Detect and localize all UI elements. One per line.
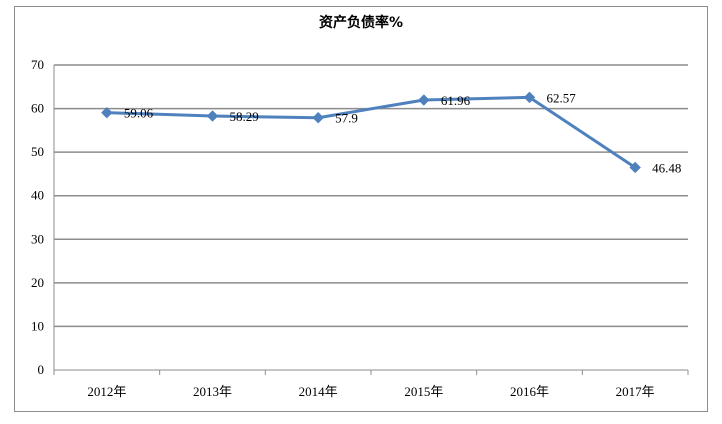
x-tick-label: 2012年 [87,384,126,399]
data-label: 46.48 [652,160,681,175]
data-label: 57.9 [335,111,358,126]
data-point [312,112,324,124]
data-label: 58.29 [230,109,259,124]
data-point [206,110,219,122]
y-tick-label: 10 [31,318,44,333]
data-point [523,91,536,104]
x-tick-label: 2013年 [193,384,232,399]
x-tick-label: 2017年 [616,384,655,399]
chart-title: 资产负债率% [318,15,404,31]
series-line [106,95,636,169]
y-tick-label: 20 [31,275,44,290]
data-point [629,161,641,174]
y-tick-label: 50 [31,144,44,159]
y-tick-label: 40 [31,188,44,203]
data-label: 59.06 [124,106,154,121]
x-tick-label: 2015年 [404,384,443,399]
data-point [418,94,430,106]
x-tick-label: 2014年 [299,384,338,399]
data-label: 61.96 [441,93,471,108]
y-tick-label: 30 [31,231,44,246]
data-point [101,106,113,119]
data-label: 62.57 [547,90,577,105]
x-tick-label: 2016年 [510,384,549,399]
y-tick-label: 70 [31,57,44,72]
chart-frame [14,6,708,412]
y-tick-label: 60 [31,101,44,116]
y-tick-label: 0 [38,362,45,377]
